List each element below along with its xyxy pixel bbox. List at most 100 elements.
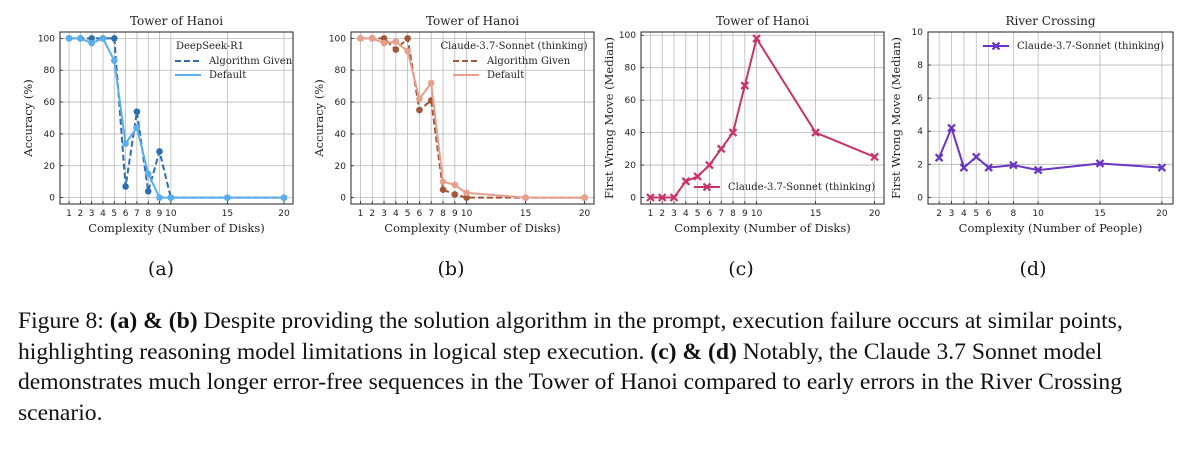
- chart-c: 1 2 3 4 5 6 7 8 9 10 15 20 0 20 40 60 80 100 Tower of Hano…: [602, 14, 885, 235]
- data-point-0-4: [984, 163, 993, 172]
- x-tick-label-6: 7: [718, 209, 724, 219]
- x-tick-label-7: 8: [145, 209, 151, 219]
- caption-cd-label: (c) & (d): [650, 338, 737, 365]
- y-tick-label-4: 80: [44, 66, 56, 76]
- x-tick-label-5: 6: [123, 209, 129, 219]
- x-tick-label-7: 15: [1094, 209, 1105, 219]
- subfigure-label-b: (b): [437, 258, 465, 280]
- data-point-0-3: [392, 46, 400, 53]
- data-point-1-1: [368, 35, 376, 42]
- y-axis-label: First Wrong Move (Median): [602, 37, 616, 199]
- y-tick-label-1: 20: [44, 162, 56, 172]
- x-axis-label: Complexity (Number of Disks): [384, 221, 561, 235]
- x-tick-label-4: 5: [405, 209, 411, 219]
- y-tick-label-0: 0: [340, 194, 346, 204]
- x-tick-label-9: 10: [461, 209, 473, 219]
- data-point-1-2: [88, 39, 95, 47]
- data-point-0-6: [716, 144, 726, 154]
- x-tick-label-10: 15: [810, 209, 821, 219]
- legend-title: DeepSeek-R1: [176, 41, 244, 52]
- legend-label-1: Default: [209, 70, 246, 81]
- x-tick-label-7: 8: [730, 209, 736, 219]
- data-point-0-4: [693, 172, 702, 181]
- data-point-0-2: [669, 193, 679, 202]
- data-point-1-10: [224, 194, 231, 201]
- data-point-0-5: [416, 106, 423, 114]
- data-point-1-6: [427, 79, 435, 87]
- panel-b: 1 2 3 4 5 6 7 8 9 10 15 20 0 20 40 60 80 100 Tower of Hano…: [300, 0, 600, 290]
- x-tick-label-0: 1: [358, 209, 364, 219]
- x-tick-label-8: 9: [157, 209, 163, 219]
- series-line-0: [938, 126, 1162, 172]
- y-tick-label-2: 4: [917, 127, 923, 137]
- data-point-1-3: [392, 38, 400, 45]
- legend-label-0: Algorithm Given: [486, 56, 571, 67]
- chart-title: River Crossing: [1005, 14, 1095, 28]
- data-point-1-5: [416, 95, 423, 103]
- data-point-1-11: [581, 194, 588, 201]
- data-point-0-5: [1009, 160, 1018, 170]
- x-tick-label-1: 2: [659, 209, 665, 219]
- x-tick-label-0: 2: [936, 209, 942, 219]
- plot-frame: [350, 31, 595, 205]
- data-point-1-0: [357, 35, 364, 42]
- data-point-0-5: [705, 160, 714, 170]
- x-tick-label-5: 6: [707, 209, 713, 219]
- data-point-0-11: [870, 152, 879, 162]
- data-point-1-2: [380, 39, 388, 47]
- x-tick-label-11: 20: [579, 209, 591, 219]
- y-tick-label-1: 20: [625, 161, 637, 171]
- y-axis-label: Accuracy (%): [21, 79, 35, 157]
- plot-frame: [927, 31, 1174, 205]
- y-tick-label-1: 2: [917, 160, 923, 170]
- y-tick-label-4: 8: [917, 61, 923, 71]
- subfigure-label-a: (a): [147, 258, 175, 280]
- data-point-0-4: [404, 35, 411, 42]
- legend-marker-0: [702, 182, 712, 192]
- caption-ab-text: Despite providing the solution algorithm…: [18, 308, 1123, 365]
- data-point-0-9: [463, 194, 470, 201]
- x-tick-label-0: 1: [648, 209, 654, 219]
- figure-caption: Figure 8: (a) & (b) Despite providing th…: [18, 306, 1182, 428]
- data-point-0-3: [681, 176, 691, 186]
- x-axis-label: Complexity (Number of Disks): [88, 221, 265, 235]
- data-point-0-7: [728, 128, 738, 137]
- y-tick-label-2: 40: [335, 130, 347, 140]
- data-point-0-8: [451, 191, 459, 198]
- series-line-0: [650, 37, 875, 199]
- data-point-1-6: [133, 124, 141, 131]
- data-point-0-7: [439, 186, 447, 193]
- y-tick-label-0: 0: [49, 194, 55, 204]
- data-point-1-5: [122, 140, 129, 147]
- data-point-1-1: [77, 35, 84, 42]
- x-tick-label-9: 10: [751, 209, 763, 219]
- data-point-1-9: [463, 189, 470, 197]
- plot-frame: [59, 31, 294, 205]
- x-tick-label-11: 20: [869, 209, 881, 219]
- data-point-0-9: [752, 34, 761, 43]
- legend-label-0: Claude-3.7-Sonnet (thinking): [728, 182, 875, 193]
- chart-b: 1 2 3 4 5 6 7 8 9 10 15 20 0 20 40 60 80 100 Tower of Hano…: [312, 14, 595, 235]
- legend-marker-0: [991, 41, 1001, 51]
- data-point-1-7: [439, 178, 447, 186]
- y-axis-label: Accuracy (%): [312, 79, 326, 157]
- y-tick-label-5: 10: [912, 28, 924, 38]
- x-tick-label-0: 1: [66, 209, 72, 219]
- x-tick-label-5: 8: [1011, 209, 1017, 219]
- x-tick-label-8: 20: [1156, 209, 1168, 219]
- data-point-1-3: [99, 35, 107, 42]
- x-tick-label-3: 4: [100, 209, 106, 219]
- caption-prefix: Figure 8:: [18, 308, 110, 334]
- x-tick-label-8: 9: [452, 209, 458, 219]
- x-tick-label-1: 2: [369, 209, 375, 219]
- y-tick-label-4: 80: [335, 66, 347, 76]
- y-tick-label-0: 0: [917, 193, 923, 203]
- y-tick-label-5: 100: [38, 34, 55, 44]
- x-tick-label-6: 7: [134, 209, 140, 219]
- x-tick-label-10: 15: [222, 209, 233, 219]
- y-tick-label-5: 100: [329, 34, 346, 44]
- data-point-0-1: [947, 123, 956, 133]
- data-point-1-8: [156, 194, 163, 201]
- data-point-0-1: [657, 193, 667, 202]
